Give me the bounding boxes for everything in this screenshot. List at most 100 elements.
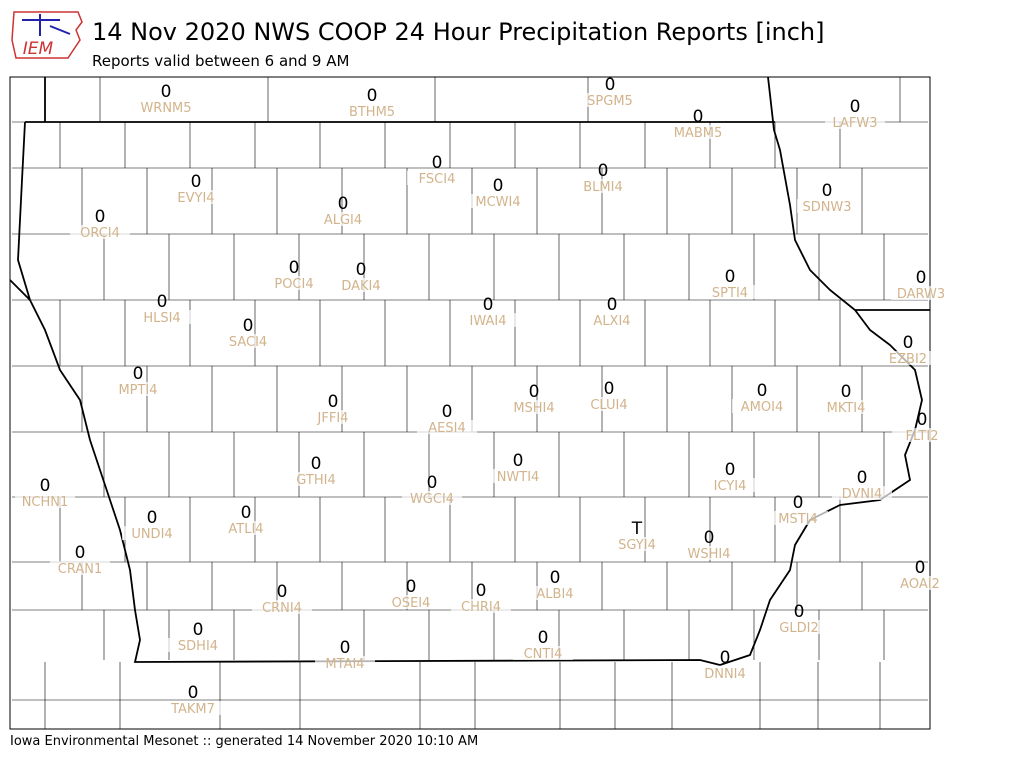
station-id: ATLI4 — [228, 522, 263, 537]
station-bg — [525, 586, 585, 600]
station-bg — [163, 701, 223, 715]
station-value: 0 — [241, 503, 252, 523]
station-id: OSEI4 — [392, 596, 431, 611]
station-bg — [342, 104, 402, 118]
station-bg — [679, 546, 739, 560]
station-value: 0 — [340, 638, 351, 658]
station-id: MABM5 — [674, 126, 723, 141]
station-value: 0 — [550, 568, 561, 588]
station-value: 0 — [757, 381, 768, 401]
station-value: 0 — [188, 683, 199, 703]
station-value: 0 — [75, 543, 86, 563]
station-value: 0 — [916, 268, 927, 288]
station-value: 0 — [857, 468, 868, 488]
station-bg — [166, 190, 226, 204]
station-bg — [890, 576, 950, 590]
station-bg — [315, 656, 375, 670]
station-value: 0 — [328, 392, 339, 412]
station-bg — [122, 526, 182, 540]
station-bg — [458, 313, 518, 327]
station-value: 0 — [476, 581, 487, 601]
station-value: 0 — [704, 528, 715, 548]
station-bg — [417, 420, 477, 434]
station-value: 0 — [243, 316, 254, 336]
county-lines — [12, 77, 928, 729]
station-bg — [700, 285, 760, 299]
station-id: IWAI4 — [470, 314, 507, 329]
logo-text: IEM — [23, 39, 54, 59]
station-value: 0 — [311, 454, 322, 474]
station-bg — [695, 666, 755, 680]
logo-icon — [22, 14, 71, 36]
station-value: 0 — [794, 602, 805, 622]
station-value: 0 — [432, 153, 443, 173]
station-id: GTHI4 — [296, 473, 335, 488]
station-id: MSTI4 — [778, 512, 818, 527]
station-bg — [700, 478, 760, 492]
station-id: FSCI4 — [419, 172, 456, 187]
station-id: DVNI4 — [842, 487, 883, 502]
station-value: 0 — [915, 558, 926, 578]
station-id: WSHI4 — [688, 547, 731, 562]
station-value: 0 — [605, 75, 616, 95]
station-value: 0 — [822, 181, 833, 201]
station-bg — [825, 115, 885, 129]
station-bg — [216, 521, 276, 535]
station-value: 0 — [720, 648, 731, 668]
station-bg — [878, 351, 938, 365]
map-frame — [9, 76, 931, 730]
station-value: 0 — [538, 628, 549, 648]
station-id: TAKM7 — [170, 702, 215, 717]
logo-shape — [11, 11, 83, 59]
station-bg — [797, 199, 857, 213]
station-bg — [313, 212, 373, 226]
station-value: 0 — [157, 292, 168, 312]
station-id: SPGM5 — [587, 94, 633, 109]
station-id: SDHI4 — [178, 639, 218, 654]
station-value: 0 — [191, 172, 202, 192]
station-bg — [768, 511, 828, 525]
logo: IEM — [11, 11, 83, 59]
station-value: 0 — [529, 382, 540, 402]
station-id: MSHI4 — [513, 401, 554, 416]
station-id: EZBI2 — [889, 352, 927, 367]
station-value: 0 — [493, 176, 504, 196]
state-border — [9, 76, 930, 666]
station-id: SACI4 — [229, 335, 267, 350]
station-value: 0 — [693, 107, 704, 127]
station-value: 0 — [917, 410, 928, 430]
station-id: SDNW3 — [802, 200, 851, 215]
station-bg — [573, 179, 633, 193]
station-bg — [50, 561, 110, 575]
subtitle: Reports valid between 6 and 9 AM — [92, 52, 349, 70]
station-value: 0 — [95, 207, 106, 227]
station-value: 0 — [193, 620, 204, 640]
station-value: 0 — [850, 97, 861, 117]
station-bg — [264, 276, 324, 290]
station-value: 0 — [607, 295, 618, 315]
